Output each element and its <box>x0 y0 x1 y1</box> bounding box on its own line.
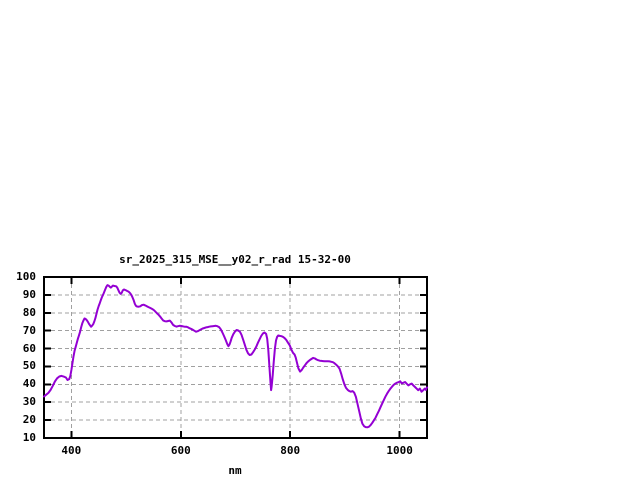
y-tick-label: 20 <box>22 413 36 427</box>
y-tick-label: 10 <box>22 431 36 444</box>
x-tick-label: 400 <box>61 444 82 457</box>
plot-border <box>43 276 428 439</box>
x-tick-label: 1000 <box>386 444 413 457</box>
y-tick-label: 100 <box>16 270 36 283</box>
y-tick-label: 80 <box>22 305 36 319</box>
y-tick-label: 50 <box>22 359 36 373</box>
y-tick-label: 90 <box>22 287 36 301</box>
x-tick-label: 800 <box>280 444 301 457</box>
spectrum-curve <box>43 284 428 429</box>
y-tick-label: 70 <box>22 323 36 337</box>
x-tick-label: 600 <box>170 444 191 457</box>
y-tick-label: 30 <box>22 395 36 409</box>
x-axis-label: nm <box>228 464 242 477</box>
y-tick-label: 40 <box>22 377 36 391</box>
y-tick-label: 60 <box>22 341 36 355</box>
chart-title: sr_2025_315_MSE__y02_r_rad 15-32-00 <box>119 253 351 266</box>
